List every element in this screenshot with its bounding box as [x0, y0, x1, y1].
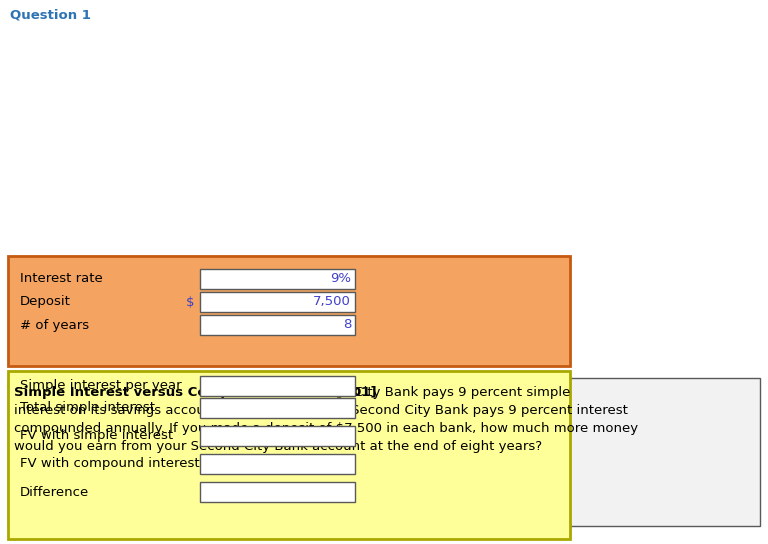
FancyBboxPatch shape — [8, 378, 760, 526]
Text: Simple Interest versus Compound Interest [LO1]: Simple Interest versus Compound Interest… — [14, 386, 376, 399]
Text: $: $ — [186, 295, 194, 308]
FancyBboxPatch shape — [200, 269, 355, 289]
FancyBboxPatch shape — [200, 482, 355, 502]
FancyBboxPatch shape — [200, 376, 355, 396]
FancyBboxPatch shape — [200, 426, 355, 446]
Text: 9%: 9% — [330, 273, 351, 286]
FancyBboxPatch shape — [200, 292, 355, 312]
Text: FV with compound interest: FV with compound interest — [20, 458, 200, 471]
Text: Deposit: Deposit — [20, 295, 71, 308]
Text: # of years: # of years — [20, 318, 89, 331]
Text: interest on its savings account balances, whereas Second City Bank pays 9 percen: interest on its savings account balances… — [14, 404, 628, 417]
FancyBboxPatch shape — [8, 256, 570, 366]
FancyBboxPatch shape — [200, 454, 355, 474]
Text: 7,500: 7,500 — [313, 295, 351, 308]
Text: Simple interest per year: Simple interest per year — [20, 380, 181, 393]
Text: compounded annually. If you made a deposit of $7,500 in each bank, how much more: compounded annually. If you made a depos… — [14, 422, 638, 435]
Text: FV with simple interest: FV with simple interest — [20, 430, 173, 442]
Text: 8: 8 — [343, 318, 351, 331]
Text: Total simple interest: Total simple interest — [20, 401, 155, 415]
Text: would you earn from your Second City Bank account at the end of eight years?: would you earn from your Second City Ban… — [14, 440, 542, 453]
Text: Interest rate: Interest rate — [20, 273, 103, 286]
Text: Difference: Difference — [20, 485, 89, 498]
Text: Question 1: Question 1 — [10, 9, 91, 22]
FancyBboxPatch shape — [200, 398, 355, 418]
FancyBboxPatch shape — [200, 315, 355, 335]
Text: First City Bank pays 9 percent simple: First City Bank pays 9 percent simple — [318, 386, 571, 399]
FancyBboxPatch shape — [8, 371, 570, 539]
